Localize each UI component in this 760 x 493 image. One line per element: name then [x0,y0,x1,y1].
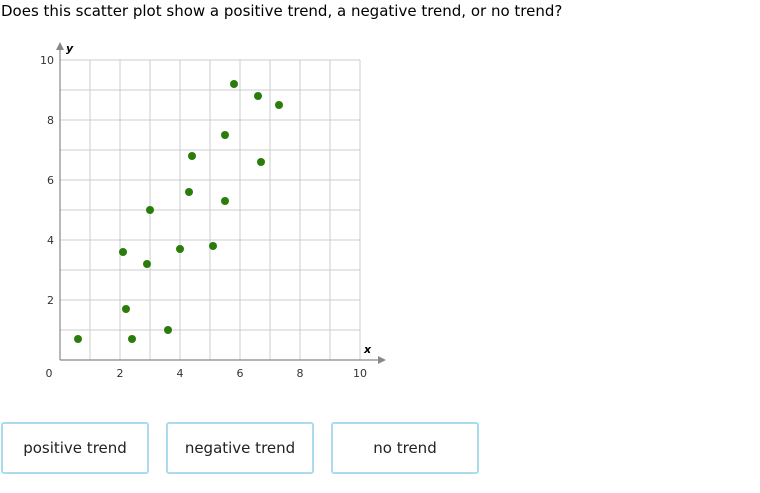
y-tick-label: 10 [40,54,54,67]
data-point [146,206,154,214]
scatter-plot: x y 0 2 4 6 8 10 2 4 6 8 10 [40,42,386,380]
data-point [188,152,196,160]
x-axis-label: x [363,343,372,356]
data-point [176,245,184,253]
data-point [164,326,172,334]
data-point [143,260,151,268]
x-tick-label: 2 [117,367,124,380]
choice-positive-trend-button[interactable]: positive trend [1,422,149,474]
x-tick-label: 10 [353,367,367,380]
data-point [119,248,127,256]
x-axis-arrow-icon [378,356,386,364]
y-tick-label: 6 [47,174,54,187]
x-tick-label: 0 [46,367,53,380]
y-tick-label: 4 [47,234,54,247]
data-point [230,80,238,88]
data-point [209,242,217,250]
y-tick-label: 2 [47,294,54,307]
data-point [128,335,136,343]
choice-negative-trend-button[interactable]: negative trend [166,422,314,474]
x-tick-label: 8 [297,367,304,380]
question-text: Does this scatter plot show a positive t… [1,2,563,20]
data-point [185,188,193,196]
data-point [122,305,130,313]
data-point [275,101,283,109]
x-tick-label: 6 [237,367,244,380]
choice-no-trend-button[interactable]: no trend [331,422,479,474]
data-point [254,92,262,100]
y-axis-arrow-icon [56,42,64,50]
x-tick-label: 4 [177,367,184,380]
y-tick-label: 8 [47,114,54,127]
data-point [221,131,229,139]
y-axis-label: y [66,42,74,55]
data-point [257,158,265,166]
data-point [221,197,229,205]
data-point [74,335,82,343]
